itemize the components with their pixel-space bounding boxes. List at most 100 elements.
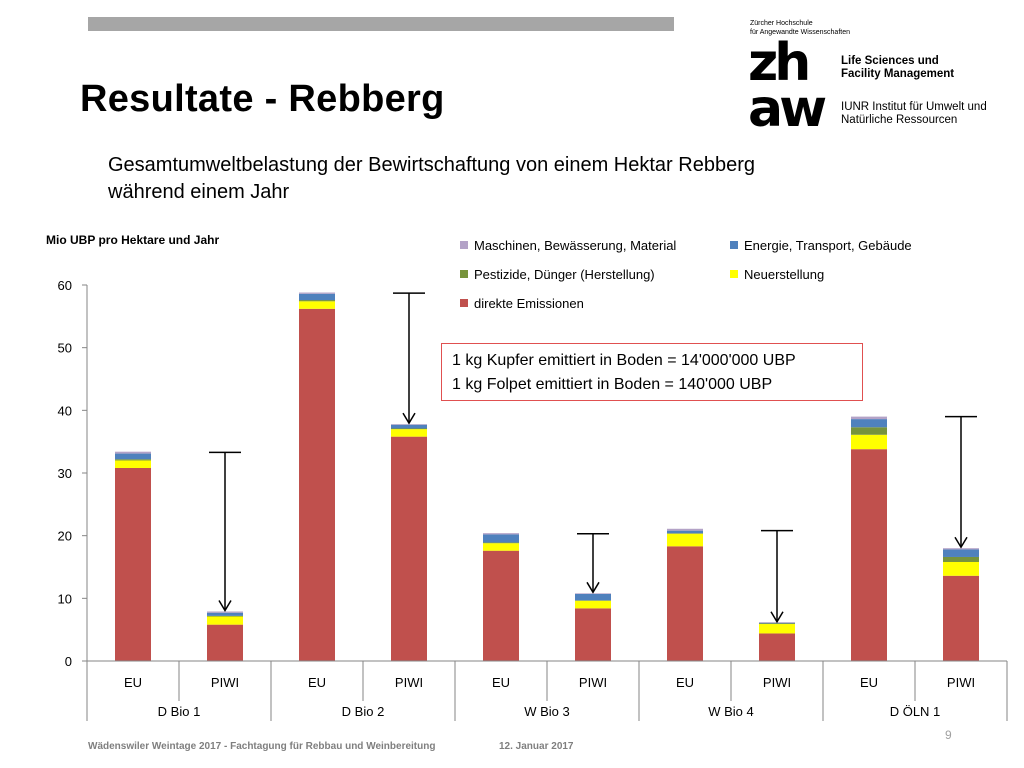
bar-segment bbox=[851, 427, 887, 435]
arrow-head bbox=[218, 600, 232, 612]
bar-segment bbox=[667, 533, 703, 547]
bar-segment bbox=[115, 453, 151, 460]
annotation-line-2: 1 kg Folpet emittiert in Boden = 140'000… bbox=[452, 376, 773, 393]
bar-segment bbox=[483, 543, 519, 551]
y-axis-label: Mio UBP pro Hektare und Jahr bbox=[46, 233, 220, 247]
y-tick-label: 0 bbox=[65, 654, 72, 669]
legend-label: Pestizide, Dünger (Herstellung) bbox=[474, 267, 655, 282]
legend-item: Pestizide, Dünger (Herstellung) bbox=[460, 267, 655, 282]
bar-segment bbox=[943, 556, 979, 562]
x-group-label: D Bio 2 bbox=[342, 704, 385, 719]
bar-segment bbox=[483, 550, 519, 661]
legend-item: Neuerstellung bbox=[730, 267, 824, 282]
footer-event: Wädenswiler Weintage 2017 - Fachtagung f… bbox=[88, 741, 436, 752]
y-tick-label: 40 bbox=[58, 403, 72, 418]
annotation-box: 1 kg Kupfer emittiert in Boden = 14'000'… bbox=[441, 343, 863, 401]
bar-segment bbox=[391, 436, 427, 661]
x-group-label: W Bio 4 bbox=[708, 704, 754, 719]
bar-segment bbox=[943, 561, 979, 576]
bar-segment bbox=[299, 300, 335, 302]
legend-label: Maschinen, Bewässerung, Material bbox=[474, 238, 677, 253]
logo-mark-bottom: aw bbox=[748, 79, 826, 130]
arrow-head bbox=[954, 536, 968, 549]
bar-segment bbox=[483, 542, 519, 544]
page-title: Resultate - Rebberg bbox=[80, 78, 445, 120]
bar-segment bbox=[115, 467, 151, 661]
bar-segment bbox=[299, 292, 335, 294]
bar-segment bbox=[115, 459, 151, 461]
bar-segment bbox=[667, 530, 703, 534]
bar-segment bbox=[483, 533, 519, 535]
bar-segment bbox=[115, 460, 151, 468]
bar-segment bbox=[575, 593, 611, 601]
x-tick-label: EU bbox=[308, 675, 326, 690]
bar-segment bbox=[943, 548, 979, 550]
legend-swatch bbox=[460, 299, 468, 307]
bar-segment bbox=[207, 615, 243, 617]
x-tick-label: EU bbox=[676, 675, 694, 690]
bar-segment bbox=[391, 424, 427, 429]
bar-segment bbox=[299, 293, 335, 301]
legend-item: Energie, Transport, Gebäude bbox=[730, 238, 912, 253]
x-group-label: W Bio 3 bbox=[524, 704, 570, 719]
logo-school-line-1: Zürcher Hochschule bbox=[750, 20, 813, 27]
arrow-head bbox=[770, 611, 784, 624]
bar-segment bbox=[851, 416, 887, 420]
bar-segment bbox=[667, 528, 703, 531]
x-tick-label: PIWI bbox=[763, 675, 791, 690]
chart-legend: Maschinen, Bewässerung, Material Energie,… bbox=[460, 238, 980, 318]
logo-institute-line-2: Natürliche Ressourcen bbox=[841, 114, 958, 126]
logo-dept-line-2: Facility Management bbox=[841, 68, 955, 80]
y-tick-label: 50 bbox=[58, 341, 72, 356]
page-number: 9 bbox=[945, 728, 952, 742]
arrow-head bbox=[402, 412, 416, 425]
y-tick-label: 20 bbox=[58, 529, 72, 544]
x-group-label: D ÖLN 1 bbox=[890, 704, 941, 719]
logo-mark-top: zh bbox=[748, 40, 807, 93]
bar-segment bbox=[207, 611, 243, 613]
logo-dept-line-1: Life Sciences und bbox=[841, 55, 939, 67]
y-tick-label: 30 bbox=[58, 466, 72, 481]
x-tick-label: PIWI bbox=[947, 675, 975, 690]
x-tick-label: EU bbox=[124, 675, 142, 690]
x-tick-label: EU bbox=[860, 675, 878, 690]
bar-segment bbox=[851, 449, 887, 661]
bar-segment bbox=[391, 429, 427, 437]
bar-segment bbox=[483, 534, 519, 543]
bar-segment bbox=[207, 616, 243, 625]
x-tick-label: PIWI bbox=[211, 675, 239, 690]
logo-school-line-2: für Angewandte Wissenschaften bbox=[750, 29, 851, 36]
legend-swatch bbox=[730, 241, 738, 249]
logo-school-name: Zürcher Hochschule für Angewandte Wissen… bbox=[750, 19, 850, 37]
bar-segment bbox=[207, 624, 243, 661]
x-tick-label: EU bbox=[492, 675, 510, 690]
y-tick-label: 10 bbox=[58, 591, 72, 606]
bar-segment bbox=[115, 451, 151, 454]
bar-segment bbox=[667, 533, 703, 534]
x-tick-label: PIWI bbox=[395, 675, 423, 690]
bar-segment bbox=[759, 633, 795, 661]
logo-institute-line-1: IUNR Institut für Umwelt und bbox=[841, 101, 987, 113]
x-tick-label: PIWI bbox=[579, 675, 607, 690]
legend-swatch bbox=[730, 270, 738, 278]
bar-segment bbox=[299, 308, 335, 661]
bar-segment bbox=[207, 612, 243, 616]
y-tick-label: 60 bbox=[58, 278, 72, 293]
zhaw-logo: zh aw bbox=[748, 40, 830, 130]
annotation-line-1: 1 kg Kupfer emittiert in Boden = 14'000'… bbox=[452, 352, 796, 369]
legend-label: Energie, Transport, Gebäude bbox=[744, 238, 912, 253]
subtitle-line-2: während einem Jahr bbox=[108, 181, 290, 203]
subtitle-line-1: Gesamtumweltbelastung der Bewirtschaftun… bbox=[108, 154, 755, 176]
bar-segment bbox=[575, 600, 611, 601]
bar-segment bbox=[391, 428, 427, 430]
legend-swatch bbox=[460, 241, 468, 249]
bar-segment bbox=[667, 546, 703, 661]
arrow-head bbox=[586, 581, 600, 594]
bar-segment bbox=[759, 623, 795, 625]
bar-segment bbox=[575, 600, 611, 609]
legend-label: Neuerstellung bbox=[744, 267, 825, 282]
bar-segment bbox=[575, 608, 611, 661]
legend-swatch bbox=[460, 270, 468, 278]
chart-subtitle: Gesamtumweltbelastung der Bewirtschaftun… bbox=[108, 152, 908, 206]
bar-segment bbox=[299, 301, 335, 309]
